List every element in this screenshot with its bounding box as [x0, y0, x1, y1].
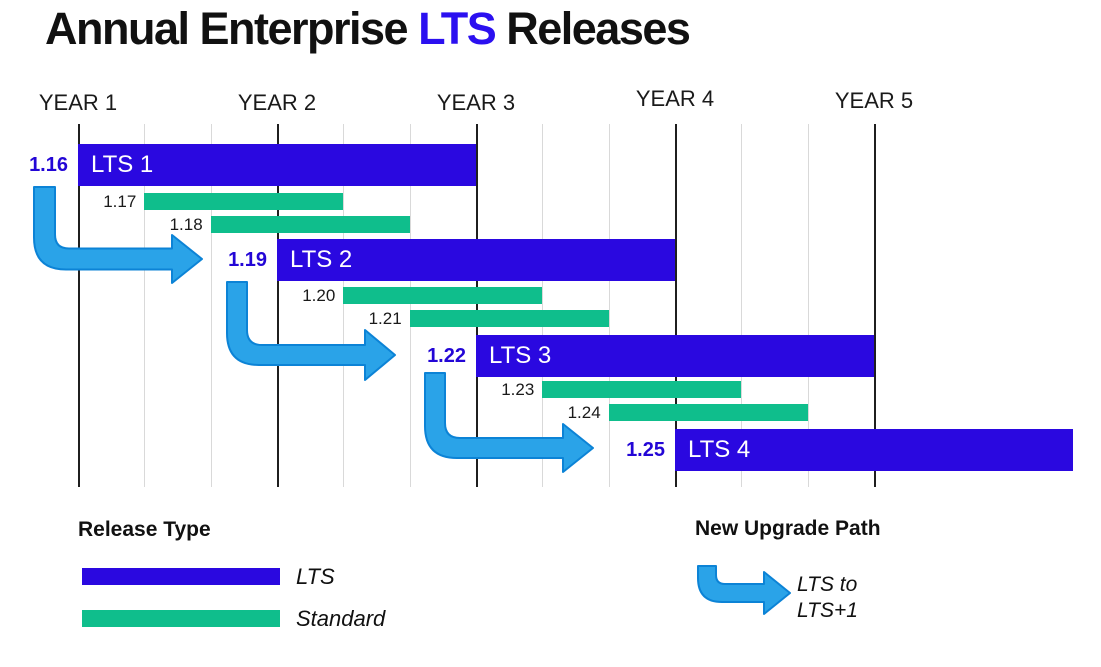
standard-bar-1.18: [210, 216, 410, 233]
title-text-pre: Annual Enterprise: [45, 3, 419, 54]
standard-color-swatch: [82, 610, 280, 627]
lts-color-swatch: [82, 568, 280, 585]
gridline-minor: [144, 124, 146, 487]
year-label-1: YEAR 1: [38, 90, 118, 115]
gridline-minor: [343, 124, 345, 487]
bar-name-label: LTS 1: [91, 151, 154, 178]
gridline-minor: [741, 124, 743, 487]
version-label-1.25: 1.25: [626, 439, 665, 461]
upgrade-path-label-line1: LTS to: [797, 573, 858, 596]
legend-label-standard: Standard: [296, 605, 386, 631]
upgrade-path-label-line2: LTS+1: [797, 599, 858, 622]
bar-name-label: LTS 3: [489, 342, 552, 369]
gridline-major: [277, 124, 279, 487]
gridline-minor: [210, 124, 212, 487]
version-label-1.17: 1.17: [103, 192, 137, 211]
lts-bar-1.16: LTS 1: [78, 144, 476, 186]
version-label-1.24: 1.24: [567, 403, 601, 422]
timeline-chart: YEAR 1 YEAR 2 YEAR 3 YEAR 4 YEAR 5 LTS 1 1.16 1…: [29, 86, 1073, 487]
legend-item-standard: Standard: [82, 606, 385, 631]
version-label-1.16: 1.16: [29, 154, 68, 176]
upgrade-path-label: LTS to LTS+1: [797, 572, 858, 624]
version-label-1.20: 1.20: [302, 286, 336, 305]
legend-release-type-title: Release Type: [78, 518, 211, 541]
lts-bar-1.19: LTS 2: [277, 239, 675, 281]
year-label-3: YEAR 3: [436, 90, 516, 115]
lts-bar-1.25: LTS 4: [675, 429, 1073, 471]
year-label-5: YEAR 5: [834, 88, 914, 113]
version-label-1.18: 1.18: [169, 215, 203, 234]
version-label-1.21: 1.21: [368, 309, 402, 328]
version-label-1.23: 1.23: [501, 380, 535, 399]
gridline-minor: [807, 124, 809, 487]
standard-bar-1.24: [608, 404, 808, 421]
gridline-minor: [542, 124, 544, 487]
gridline-major: [476, 124, 478, 487]
standard-bar-1.17: [144, 193, 344, 210]
upgrade-arrow-1.16-to-1.19: [33, 186, 203, 284]
year-label-2: YEAR 2: [237, 90, 317, 115]
upgrade-path-arrow-glyph: [697, 565, 791, 615]
gridline-major: [78, 124, 80, 487]
version-label-1.19: 1.19: [228, 249, 267, 271]
upgrade-arrow-1.22-to-1.25: [424, 372, 594, 473]
bar-name-label: LTS 2: [290, 246, 353, 273]
page-title: Annual Enterprise LTS Releases: [45, 3, 691, 55]
year-label-4: YEAR 4: [635, 86, 715, 111]
legend-label-lts: LTS: [296, 563, 335, 589]
upgrade-arrow-1.19-to-1.22: [226, 281, 396, 381]
standard-bar-1.21: [409, 310, 609, 327]
title-text-post: Releases: [495, 3, 691, 54]
gridline-major: [675, 124, 677, 487]
legend-item-lts: LTS: [82, 564, 335, 589]
gridline-minor: [409, 124, 411, 487]
version-label-1.22: 1.22: [427, 345, 466, 367]
lts-bar-1.22: LTS 3: [476, 335, 874, 377]
gridline-minor: [608, 124, 610, 487]
standard-bar-1.23: [542, 381, 742, 398]
bar-name-label: LTS 4: [688, 436, 751, 463]
legend-upgrade-path-title: New Upgrade Path: [695, 517, 881, 540]
standard-bar-1.20: [343, 287, 543, 304]
gridline-major: [874, 124, 876, 487]
title-highlight-lts: LTS: [418, 3, 497, 54]
